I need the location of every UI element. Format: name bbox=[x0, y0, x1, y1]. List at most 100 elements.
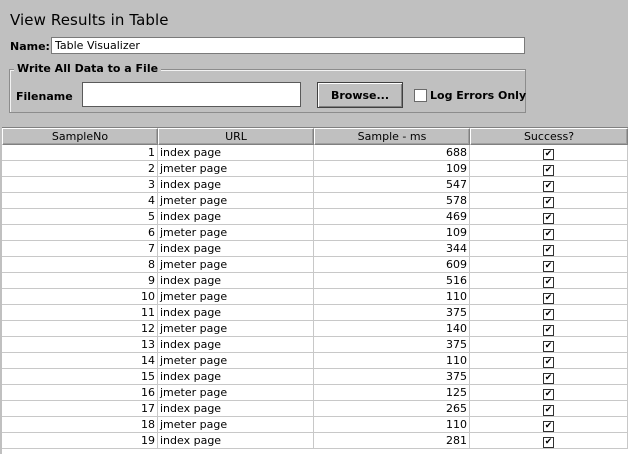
cell-sample-ms: 140 bbox=[314, 321, 470, 337]
success-checkbox[interactable]: ✔ bbox=[543, 197, 554, 208]
cell-url: index page bbox=[158, 305, 314, 321]
cell-success: ✔ bbox=[470, 241, 628, 257]
cell-success: ✔ bbox=[470, 273, 628, 289]
cell-sample-ms: 344 bbox=[314, 241, 470, 257]
table-row[interactable]: 15 index page 375 ✔ bbox=[2, 369, 628, 385]
table-row[interactable]: 19 index page 281 ✔ bbox=[2, 433, 628, 449]
cell-url: index page bbox=[158, 209, 314, 225]
cell-sample-ms: 375 bbox=[314, 337, 470, 353]
success-checkbox[interactable]: ✔ bbox=[543, 421, 554, 432]
table-row[interactable]: 7 index page 344 ✔ bbox=[2, 241, 628, 257]
success-checkbox[interactable]: ✔ bbox=[543, 309, 554, 320]
filename-field[interactable] bbox=[82, 82, 301, 107]
cell-url: index page bbox=[158, 337, 314, 353]
table-row[interactable]: 1 index page 688 ✔ bbox=[2, 145, 628, 161]
cell-url: jmeter page bbox=[158, 353, 314, 369]
table-row[interactable]: 2 jmeter page 109 ✔ bbox=[2, 161, 628, 177]
table-row[interactable]: 8 jmeter page 609 ✔ bbox=[2, 257, 628, 273]
log-errors-checkbox[interactable] bbox=[414, 89, 427, 102]
success-checkbox[interactable]: ✔ bbox=[543, 181, 554, 192]
cell-success: ✔ bbox=[470, 177, 628, 193]
success-checkbox[interactable]: ✔ bbox=[543, 149, 554, 160]
column-header-url[interactable]: URL bbox=[158, 128, 314, 145]
table-row[interactable]: 13 index page 375 ✔ bbox=[2, 337, 628, 353]
cell-success: ✔ bbox=[470, 257, 628, 273]
cell-success: ✔ bbox=[470, 161, 628, 177]
success-checkbox[interactable]: ✔ bbox=[543, 325, 554, 336]
cell-success: ✔ bbox=[470, 353, 628, 369]
write-to-file-legend: Write All Data to a File bbox=[14, 62, 162, 75]
cell-success: ✔ bbox=[470, 321, 628, 337]
cell-sample-ms: 375 bbox=[314, 369, 470, 385]
cell-sample-ms: 110 bbox=[314, 289, 470, 305]
table-row[interactable]: 3 index page 547 ✔ bbox=[2, 177, 628, 193]
column-header-success[interactable]: Success? bbox=[470, 128, 628, 145]
table-body: 1 index page 688 ✔ 2 jmeter page 109 ✔ 3 index pa… bbox=[2, 145, 628, 449]
success-checkbox[interactable]: ✔ bbox=[543, 437, 554, 448]
cell-sample-no: 17 bbox=[2, 401, 158, 417]
column-header-sampleno[interactable]: SampleNo bbox=[2, 128, 158, 145]
browse-button[interactable]: Browse... bbox=[317, 82, 403, 108]
table-row[interactable]: 14 jmeter page 110 ✔ bbox=[2, 353, 628, 369]
cell-success: ✔ bbox=[470, 145, 628, 161]
cell-url: jmeter page bbox=[158, 225, 314, 241]
cell-success: ✔ bbox=[470, 289, 628, 305]
cell-sample-ms: 516 bbox=[314, 273, 470, 289]
panel-title: View Results in Table bbox=[10, 11, 169, 29]
success-checkbox[interactable]: ✔ bbox=[543, 277, 554, 288]
table-row[interactable]: 17 index page 265 ✔ bbox=[2, 401, 628, 417]
cell-sample-no: 4 bbox=[2, 193, 158, 209]
cell-sample-ms: 578 bbox=[314, 193, 470, 209]
cell-sample-no: 2 bbox=[2, 161, 158, 177]
success-checkbox[interactable]: ✔ bbox=[543, 245, 554, 256]
cell-sample-no: 9 bbox=[2, 273, 158, 289]
cell-success: ✔ bbox=[470, 433, 628, 449]
log-errors-label: Log Errors Only bbox=[430, 89, 527, 102]
name-field[interactable] bbox=[51, 37, 525, 54]
table-row[interactable]: 4 jmeter page 578 ✔ bbox=[2, 193, 628, 209]
cell-sample-ms: 547 bbox=[314, 177, 470, 193]
cell-success: ✔ bbox=[470, 385, 628, 401]
success-checkbox[interactable]: ✔ bbox=[543, 165, 554, 176]
cell-sample-no: 15 bbox=[2, 369, 158, 385]
cell-url: jmeter page bbox=[158, 193, 314, 209]
cell-sample-ms: 609 bbox=[314, 257, 470, 273]
success-checkbox[interactable]: ✔ bbox=[543, 293, 554, 304]
success-checkbox[interactable]: ✔ bbox=[543, 357, 554, 368]
success-checkbox[interactable]: ✔ bbox=[543, 261, 554, 272]
success-checkbox[interactable]: ✔ bbox=[543, 389, 554, 400]
cell-url: jmeter page bbox=[158, 289, 314, 305]
cell-sample-no: 5 bbox=[2, 209, 158, 225]
table-row[interactable]: 10 jmeter page 110 ✔ bbox=[2, 289, 628, 305]
success-checkbox[interactable]: ✔ bbox=[543, 229, 554, 240]
table-row[interactable]: 11 index page 375 ✔ bbox=[2, 305, 628, 321]
table-row[interactable]: 12 jmeter page 140 ✔ bbox=[2, 321, 628, 337]
cell-url: index page bbox=[158, 401, 314, 417]
cell-url: index page bbox=[158, 241, 314, 257]
success-checkbox[interactable]: ✔ bbox=[543, 373, 554, 384]
write-to-file-group bbox=[9, 69, 526, 113]
cell-success: ✔ bbox=[470, 337, 628, 353]
success-checkbox[interactable]: ✔ bbox=[543, 341, 554, 352]
cell-url: index page bbox=[158, 177, 314, 193]
cell-sample-ms: 110 bbox=[314, 353, 470, 369]
cell-url: index page bbox=[158, 273, 314, 289]
cell-sample-ms: 265 bbox=[314, 401, 470, 417]
cell-sample-no: 10 bbox=[2, 289, 158, 305]
table-row[interactable]: 16 jmeter page 125 ✔ bbox=[2, 385, 628, 401]
table-row[interactable]: 18 jmeter page 110 ✔ bbox=[2, 417, 628, 433]
table-row[interactable]: 6 jmeter page 109 ✔ bbox=[2, 225, 628, 241]
cell-sample-no: 12 bbox=[2, 321, 158, 337]
cell-url: jmeter page bbox=[158, 161, 314, 177]
table-row[interactable]: 9 index page 516 ✔ bbox=[2, 273, 628, 289]
column-header-sample-ms[interactable]: Sample - ms bbox=[314, 128, 470, 145]
success-checkbox[interactable]: ✔ bbox=[543, 213, 554, 224]
cell-url: jmeter page bbox=[158, 385, 314, 401]
cell-sample-no: 18 bbox=[2, 417, 158, 433]
table-row[interactable]: 5 index page 469 ✔ bbox=[2, 209, 628, 225]
cell-success: ✔ bbox=[470, 369, 628, 385]
cell-success: ✔ bbox=[470, 417, 628, 433]
success-checkbox[interactable]: ✔ bbox=[543, 405, 554, 416]
cell-url: jmeter page bbox=[158, 417, 314, 433]
cell-url: index page bbox=[158, 145, 314, 161]
